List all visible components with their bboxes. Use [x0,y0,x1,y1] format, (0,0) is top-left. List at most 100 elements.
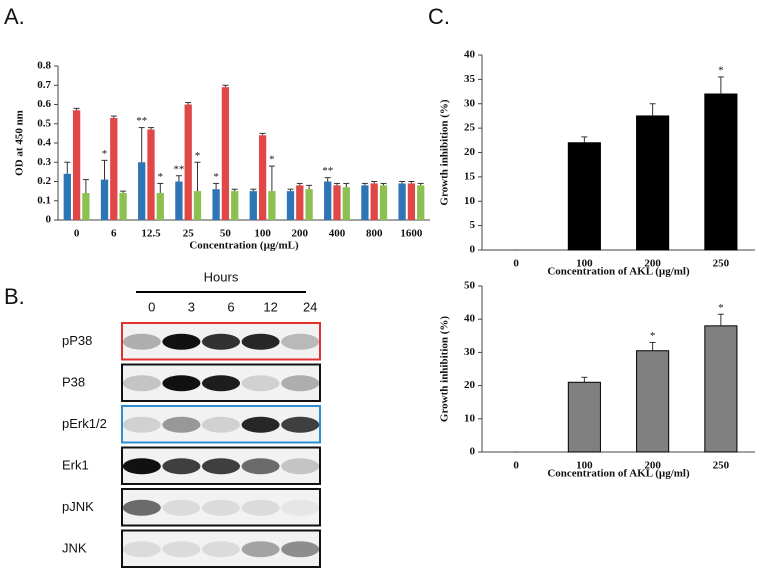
x-tick-label: 250 [713,460,730,472]
x-tick-label: 200 [644,460,661,472]
y-axis-label: Growth inhibition (%) [439,99,451,205]
bar [82,193,90,220]
blot-band [122,458,161,475]
significance-label: ** [173,163,184,175]
bar [704,93,738,251]
blot-band [241,458,280,475]
x-tick-label: 100 [254,228,271,240]
bar [370,183,378,220]
bar [417,185,425,220]
blot-band [281,416,320,433]
row-label: pJNK [62,499,94,514]
bar [100,179,109,220]
y-axis-label: OD at 450 nm [14,110,26,176]
error-bar [581,136,588,143]
lane-label: 12 [263,299,277,314]
y-tick-label: 50 [464,280,476,292]
y-axis-label: Growth inhibition (%) [439,316,451,422]
x-tick-label: 12.5 [141,228,161,240]
y-tick-label: 0.6 [37,98,51,110]
blot-band [122,541,161,558]
bar [184,104,192,220]
x-tick-label: 400 [329,228,346,240]
y-tick-label: 0.2 [37,175,51,187]
bar [567,381,601,453]
x-tick-label: 100 [576,258,593,270]
bar [193,191,202,220]
significance-label: ** [322,165,333,177]
y-tick-label: 30 [464,346,476,358]
y-tick-label: 0.8 [37,60,51,72]
bar [567,142,601,251]
blot-band [201,416,241,433]
significance-label: ** [136,115,147,127]
blot-band [201,375,241,392]
y-tick-label: 25 [464,122,476,134]
blot-band [201,333,241,350]
blot-strip [121,529,321,568]
bar [398,183,406,220]
panel-label: B. [4,284,25,309]
error-bar [324,177,331,182]
row-label: pErk1/2 [62,416,107,431]
y-tick-label: 0.1 [37,194,51,206]
error-bar [110,115,117,118]
x-tick-label: 50 [220,228,232,240]
error-bar [334,182,340,186]
blot-band [241,333,280,350]
row-label: pP38 [62,333,92,348]
bar [231,191,239,220]
y-tick-label: 10 [464,412,476,424]
significance-label: * [718,64,724,76]
x-tick-label: 800 [366,228,383,240]
error-bar [343,182,350,188]
error-bar [138,127,145,163]
x-tick-label: 0 [513,460,519,472]
bar [268,191,276,220]
blot-band [162,333,201,350]
error-bar [649,103,656,116]
y-tick-label: 15 [464,170,476,182]
bar [704,325,738,453]
y-tick-label: 40 [464,49,476,61]
x-tick-label: 25 [183,228,195,240]
blot-band [281,541,320,558]
x-tick-label: 250 [713,258,730,270]
bar [333,185,341,220]
y-tick-label: 0.7 [37,79,51,91]
bar [119,193,127,220]
significance-label: * [650,330,656,342]
y-tick-label: 0.5 [37,117,51,129]
blot-band [162,541,201,558]
blot-band [241,416,280,433]
bar [72,110,81,220]
y-tick-label: 0.3 [37,156,51,168]
panel-label: A. [4,4,25,29]
error-bar [64,161,71,174]
y-tick-label: 5 [470,219,476,231]
error-bar [73,107,80,111]
error-bar [717,76,724,94]
blot-band [241,499,280,516]
x-tick-label: 0 [74,228,80,240]
bar [63,173,71,220]
blot-title: Hours [204,269,239,284]
error-bar [250,188,257,192]
blot-band [281,333,320,350]
bar [305,189,313,220]
blot-band [162,499,201,516]
x-tick-label: 100 [576,460,593,472]
error-bar [175,175,182,182]
lane-label: 6 [227,299,234,314]
significance-label: * [213,171,219,183]
x-tick-label: 1600 [400,228,423,240]
error-bar [185,102,192,105]
bar [258,135,267,220]
blot-band [122,416,161,433]
panel-label: C. [428,4,450,29]
lane-label: 3 [188,299,195,314]
lane-label: 0 [148,299,155,314]
bar [138,162,146,220]
y-tick-label: 35 [464,73,476,85]
